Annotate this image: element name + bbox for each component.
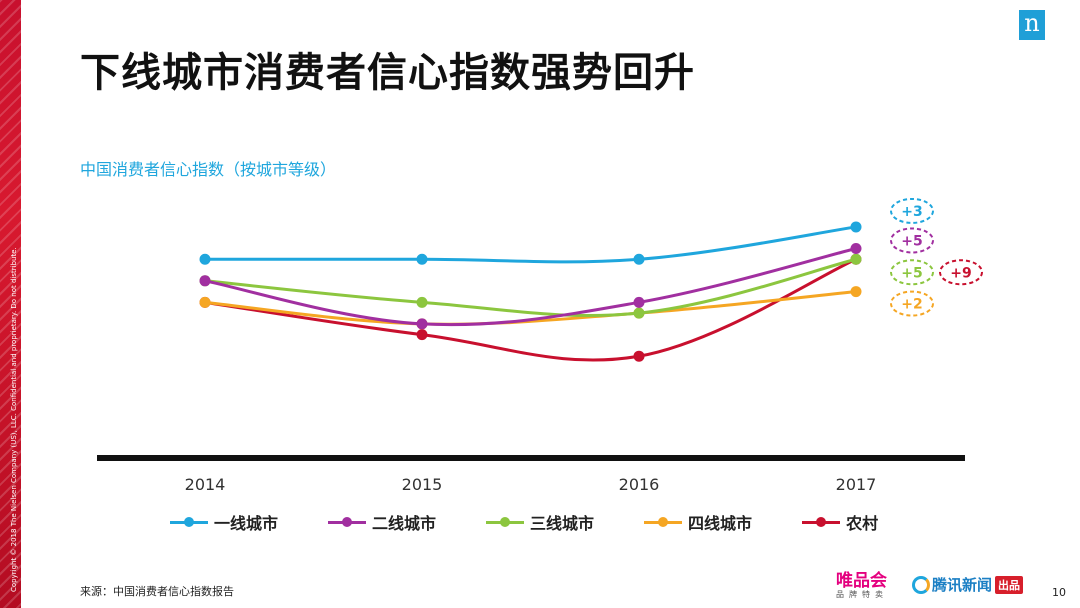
- side-strip: [0, 0, 21, 608]
- change-badge: [890, 290, 934, 317]
- page-title: 下线城市消费者信心指数强势回升: [80, 50, 695, 96]
- legend-swatch-dot: [816, 517, 827, 527]
- series-line: [204, 257, 857, 362]
- data-point: [416, 296, 428, 308]
- data-point: [416, 253, 428, 265]
- legend-label: 农村: [846, 514, 879, 533]
- change-label: +3: [901, 204, 922, 220]
- vip-logo-sub: 品牌特卖: [836, 590, 888, 599]
- change-label: +9: [950, 265, 971, 281]
- data-point: [199, 275, 211, 287]
- legend-label: 四线城市: [688, 514, 753, 533]
- chart-title: 中国消费者信心指数（按城市等级）: [80, 160, 337, 179]
- legend-item: 四线城市: [644, 510, 752, 534]
- change-label: +2: [901, 297, 922, 313]
- change-badge: [890, 259, 934, 286]
- nielsen-logo-icon: n: [1019, 10, 1045, 40]
- tencent-news-icon: [912, 575, 930, 594]
- change-label: +5: [901, 233, 922, 249]
- data-point: [850, 242, 862, 254]
- legend-item: 三线城市: [486, 510, 594, 534]
- legend-swatch: [486, 515, 525, 529]
- legend-swatch: [802, 515, 841, 529]
- legend-swatch: [170, 515, 208, 529]
- data-point: [416, 329, 428, 341]
- data-point: [633, 307, 645, 319]
- legend-label: 三线城市: [530, 514, 595, 533]
- series-line: [205, 225, 857, 264]
- chart-legend: 一线城市 二线城市 三线城市 四线城市 农村: [170, 510, 928, 534]
- data-point: [416, 318, 428, 330]
- tencent-news-text: 腾讯新闻: [932, 576, 993, 594]
- legend-item: 一线城市: [170, 510, 278, 534]
- change-badge: [890, 197, 934, 224]
- x-tick-label: 2014: [185, 475, 226, 494]
- change-badge: [939, 259, 983, 286]
- legend-swatch-dot: [342, 517, 353, 527]
- series-line: [204, 247, 857, 327]
- legend-swatch-dot: [184, 517, 194, 527]
- data-point: [850, 253, 862, 265]
- data-point: [633, 296, 645, 308]
- legend-item: 二线城市: [328, 510, 436, 534]
- tencent-news-tag: 出品: [995, 575, 1024, 594]
- legend-swatch: [644, 515, 683, 529]
- data-point: [199, 253, 211, 265]
- series-line: [204, 257, 857, 318]
- vip-logo: 唯品会 品牌特卖: [836, 572, 908, 600]
- vip-logo-main: 唯品会: [836, 571, 887, 591]
- source-note: 来源：中国消费者信心指数报告: [80, 585, 234, 598]
- x-tick-label: 2015: [402, 475, 443, 494]
- legend-label: 二线城市: [372, 514, 437, 533]
- side-pattern: [0, 0, 21, 608]
- legend-swatch-dot: [500, 517, 511, 527]
- page-number: 10: [1052, 586, 1066, 599]
- legend-label: 一线城市: [214, 514, 279, 533]
- change-badge: [890, 227, 934, 254]
- change-label: +5: [901, 265, 922, 281]
- legend-swatch: [328, 515, 367, 529]
- x-tick-label: 2016: [619, 475, 660, 494]
- legend-item: 农村: [802, 510, 878, 534]
- tencent-news-logo: 腾讯新闻 出品: [912, 574, 1024, 595]
- data-point: [199, 296, 211, 308]
- x-tick-label: 2017: [836, 475, 877, 494]
- data-point: [850, 221, 862, 233]
- data-point: [633, 350, 645, 362]
- series-line: [204, 290, 857, 326]
- data-point: [850, 286, 862, 298]
- data-point: [633, 253, 645, 265]
- legend-swatch-dot: [658, 517, 669, 527]
